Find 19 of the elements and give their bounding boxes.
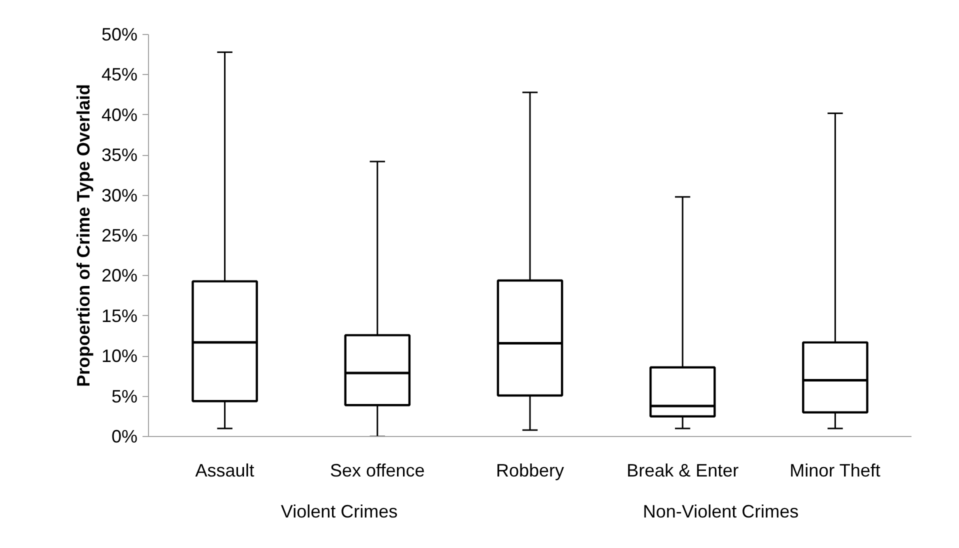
x-tick-label: Robbery [496, 460, 564, 480]
y-tick-label: 0% [111, 426, 138, 446]
y-tick-label: 35% [101, 145, 138, 166]
x-tick-label: Break & Enter [626, 460, 739, 480]
y-tick-label: 10% [101, 346, 138, 366]
x-tick-label: Minor Theft [790, 460, 880, 480]
y-tick-label: 20% [101, 266, 138, 286]
y-tick-label: 5% [111, 386, 138, 406]
y-tick-label: 25% [101, 226, 138, 246]
x-tick-label: Assault [195, 460, 254, 480]
text: Violent Crimes [280, 502, 398, 522]
y-tick-label: 30% [101, 185, 138, 206]
y-axis-title: Propoertion of Crime Type Overlaid [73, 84, 94, 387]
y-tick-label: 45% [101, 64, 138, 85]
text: Non-Violent Crimes [642, 502, 799, 522]
y-tick-label: 15% [101, 306, 138, 326]
x-tick-label: Sex offence [330, 460, 425, 480]
y-tick-label: 50% [101, 24, 138, 44]
y-tick-label: 40% [101, 104, 138, 125]
